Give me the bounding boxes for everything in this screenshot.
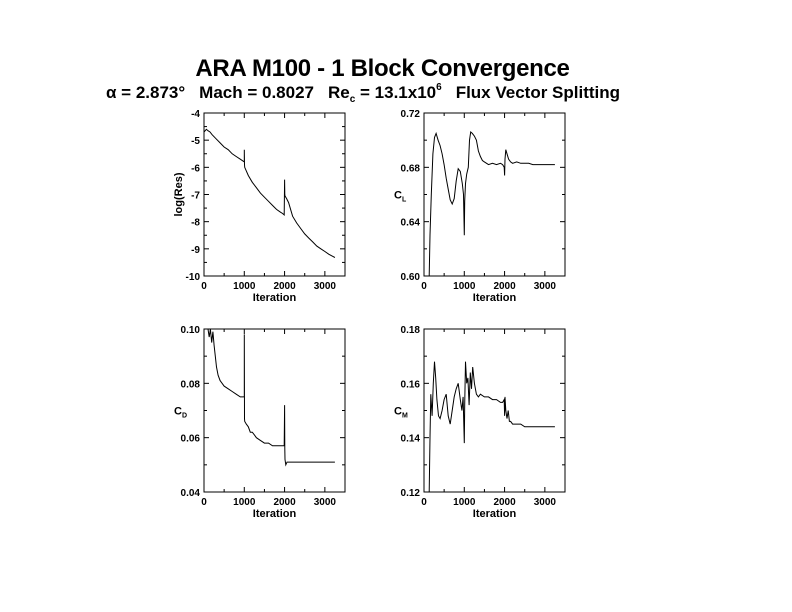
y-tick-label: 0.08 (181, 379, 201, 390)
y-tick-label: 0.12 (401, 488, 421, 499)
chart-subtitle: α = 2.873° Mach = 0.8027 Rec = 13.1x106 Flu… (106, 82, 620, 105)
subtitle-re-value: = 13.1x10 (355, 83, 437, 102)
y-tick-label: -8 (191, 218, 200, 229)
x-tick-label: 0 (201, 497, 207, 508)
x-tick-label: 1000 (453, 281, 476, 292)
y-tick-label: 0.10 (181, 325, 201, 336)
x-axis-label: Iteration (473, 292, 517, 304)
y-tick-label: 0.68 (401, 163, 421, 174)
subtitle-re-sub: c (349, 94, 356, 105)
x-tick-label: 2000 (493, 281, 516, 292)
subtitle-re: Re (328, 83, 350, 102)
y-axis-label-subscript: L (402, 197, 407, 204)
x-axis-label: Iteration (253, 292, 297, 304)
x-tick-label: 0 (201, 281, 207, 292)
plot-frame (423, 328, 566, 493)
y-axis-label-subscript: M (402, 413, 408, 420)
chart-title: ARA M100 - 1 Block Convergence (195, 55, 570, 82)
plot-frame (423, 112, 566, 277)
y-tick-label: -6 (191, 163, 200, 174)
y-tick-label: -4 (191, 109, 200, 120)
x-tick-label: 2000 (273, 281, 296, 292)
x-tick-label: 2000 (493, 497, 516, 508)
x-tick-label: 2000 (273, 497, 296, 508)
subtitle-mach: Mach = 0.8027 (199, 83, 314, 102)
y-tick-label: 0.16 (401, 379, 421, 390)
subtitle-scheme: Flux Vector Splitting (455, 83, 621, 102)
y-tick-label: -9 (191, 245, 200, 256)
series-line-lift (428, 131, 555, 276)
panel-lift: 0 1000 2000 3000 0.60 0.64 0.68 0.72 Iteration C L (394, 109, 566, 304)
panel-residual: 0 1000 2000 3000 -10 -9 -8 -7 -6 -5 -4 Iteration log… (173, 109, 346, 304)
plot-frame (203, 328, 346, 493)
y-tick-label: 0.60 (401, 272, 421, 283)
x-tick-label: 3000 (534, 497, 557, 508)
x-tick-label: 1000 (233, 281, 256, 292)
y-tick-label: -5 (191, 136, 200, 147)
y-axis-label: C (174, 406, 182, 418)
x-tick-label: 3000 (314, 281, 337, 292)
x-axis-label: Iteration (473, 508, 517, 520)
y-axis-label: log(Res) (173, 172, 185, 216)
y-tick-label: 0.14 (401, 434, 421, 445)
y-tick-label: 0.04 (181, 488, 201, 499)
x-tick-label: 3000 (534, 281, 557, 292)
panel-moment: 0 1000 2000 3000 0.12 0.14 0.16 0.18 Iteration C M (394, 325, 566, 520)
y-axis-label: C (394, 406, 402, 418)
y-tick-label: 0.72 (401, 109, 421, 120)
series-line-drag (207, 329, 335, 467)
x-tick-label: 0 (421, 497, 427, 508)
y-axis-label-subscript: D (182, 413, 187, 420)
panel-drag: 0 1000 2000 3000 0.04 0.06 0.08 0.10 Iteration C D (174, 325, 346, 520)
x-axis-label: Iteration (253, 508, 297, 520)
x-tick-label: 3000 (314, 497, 337, 508)
y-tick-label: 0.18 (401, 325, 421, 336)
subtitle-re-exp: 6 (436, 82, 442, 93)
y-tick-label: -10 (186, 272, 201, 283)
plot-frame (203, 112, 346, 277)
y-axis-label: C (394, 190, 402, 202)
x-tick-label: 1000 (233, 497, 256, 508)
y-tick-label: 0.64 (401, 218, 421, 229)
series-line-moment (428, 361, 555, 492)
series-line-residual (204, 128, 336, 258)
x-tick-label: 0 (421, 281, 427, 292)
y-tick-label: 0.06 (181, 434, 201, 445)
subtitle-alpha: α = 2.873° (106, 83, 186, 102)
x-tick-label: 1000 (453, 497, 476, 508)
y-tick-label: -7 (191, 191, 200, 202)
